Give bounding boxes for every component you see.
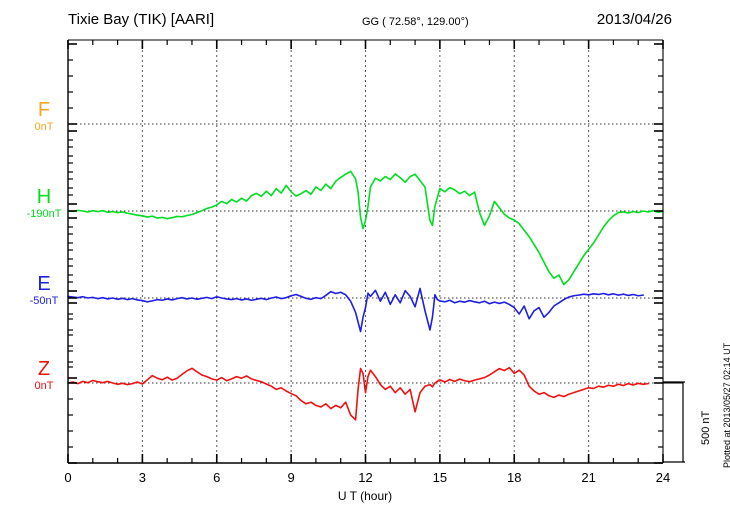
x-axis-label: U T (hour) bbox=[337, 489, 393, 503]
trace-h bbox=[67, 170, 664, 286]
component-letter-h: H bbox=[36, 186, 52, 208]
component-letter-e: E bbox=[37, 273, 51, 295]
component-label-f: F 0nT bbox=[35, 100, 54, 134]
trace-z bbox=[67, 366, 649, 421]
x-tick-label: 21 bbox=[581, 470, 596, 485]
page-title: Tixie Bay (TIK) [AARI] bbox=[68, 11, 215, 28]
geographic-coordinates: GG ( 72.58°, 129.00°) bbox=[362, 16, 469, 28]
x-tick-label: 9 bbox=[287, 470, 295, 485]
trace-e bbox=[67, 287, 644, 333]
scalebar-label: 500 nT bbox=[700, 410, 712, 445]
component-baseline-h: -190nT bbox=[26, 208, 62, 220]
component-label-z: Z 0nT bbox=[35, 359, 54, 393]
observation-date: 2013/04/26 bbox=[596, 11, 672, 28]
component-label-h: H -190nT bbox=[27, 187, 62, 221]
x-tick-label: 24 bbox=[655, 470, 671, 485]
component-baseline-e: -50nT bbox=[29, 295, 59, 307]
component-baseline-z: 0nT bbox=[34, 380, 54, 392]
component-letter-z: Z bbox=[37, 358, 51, 380]
x-tick-label: 0 bbox=[64, 470, 72, 485]
plotted-timestamp: Plotted at 2013/05/27 02:14 UT bbox=[722, 342, 730, 468]
x-tick-label: 15 bbox=[432, 470, 448, 485]
component-baseline-f: 0nT bbox=[34, 121, 54, 133]
component-label-e: E -50nT bbox=[30, 274, 59, 308]
x-tick-label: 18 bbox=[507, 470, 522, 485]
component-letter-f: F bbox=[37, 99, 51, 121]
x-tick-label: 3 bbox=[138, 470, 146, 485]
x-tick-label: 6 bbox=[213, 470, 221, 485]
x-tick-label: 12 bbox=[358, 470, 373, 485]
